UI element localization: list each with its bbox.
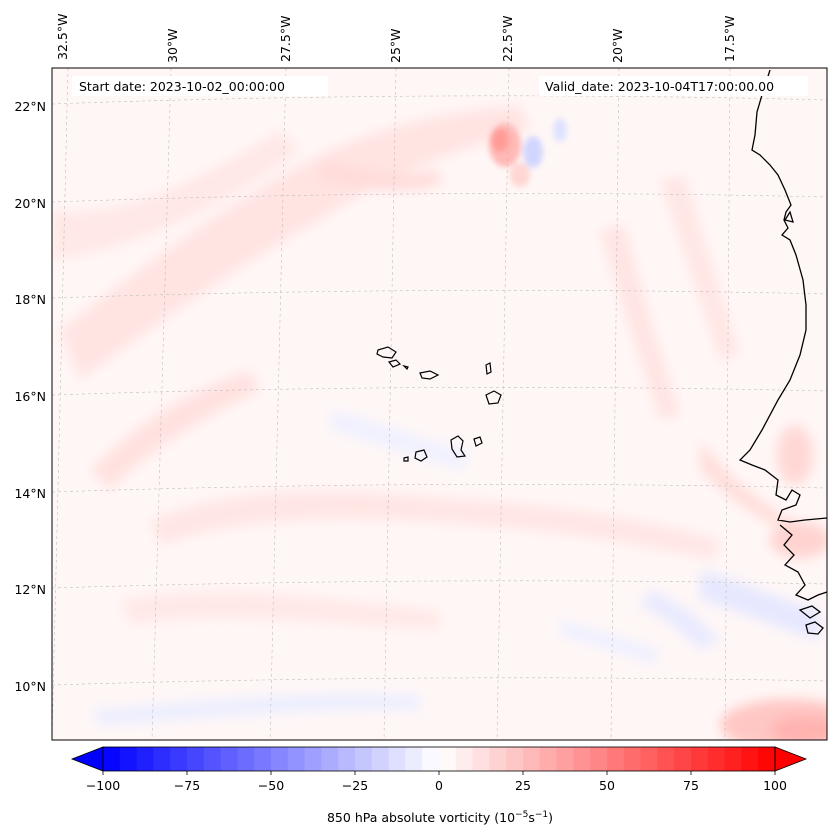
colorbar-segment: [623, 747, 642, 771]
lon-label-30w: 30°W: [165, 28, 180, 63]
colorbar-segment: [338, 747, 356, 771]
colorbar-segment: [119, 747, 138, 771]
colorbar-tick-label: 25: [515, 778, 531, 793]
colorbar-tick-label: 50: [599, 778, 615, 793]
colorbar-tick-label: 100: [763, 778, 787, 793]
west-africa-coastline: [738, 69, 828, 635]
longitude-labels: 32.5°W 30°W 27.5°W 25°W 22.5°W 20°W 17.5…: [55, 14, 737, 63]
colorbar-segment: [422, 747, 440, 771]
lat-label-14n: 14°N: [14, 486, 46, 501]
colorbar-segment: [220, 747, 238, 771]
colorbar-segments: [103, 747, 776, 771]
colorbar-segment: [607, 747, 625, 771]
colorbar-segment: [758, 747, 776, 771]
colorbar-segment: [203, 747, 222, 771]
graticule: [52, 68, 827, 740]
colorbar-segment: [556, 747, 574, 771]
colorbar-segment: [237, 747, 255, 771]
colorbar-segment: [254, 747, 272, 771]
lon-label-25w: 25°W: [388, 28, 403, 63]
colorbar-segment: [657, 747, 675, 771]
colorbar-segment: [523, 747, 541, 771]
lat-label-16n: 16°N: [14, 389, 46, 404]
colorbar-segment: [674, 747, 692, 771]
colorbar-min-extend: [70, 746, 104, 772]
colorbar-segment: [405, 747, 423, 771]
colorbar-segment: [691, 747, 709, 771]
start-date-label: Start date: 2023-10-02_00:00:00: [79, 79, 285, 94]
colorbar-segment: [371, 747, 390, 771]
start-date-box: [72, 76, 328, 96]
lat-label-18n: 18°N: [14, 292, 46, 307]
colorbar-tick-label: −100: [86, 778, 120, 793]
colorbar-segment: [455, 747, 474, 771]
colorbar-segment: [103, 747, 121, 771]
colorbar-tick-label: −50: [258, 778, 284, 793]
colorbar-tick-label: −75: [174, 778, 200, 793]
colorbar-max-extend: [774, 746, 808, 772]
lat-label-20n: 20°N: [14, 196, 46, 211]
colorbar-segment: [590, 747, 608, 771]
lat-label-22n: 22°N: [14, 99, 46, 114]
colorbar-tick-label: −25: [342, 778, 368, 793]
colorbar-segment: [321, 747, 339, 771]
colorbar-segment: [355, 747, 373, 771]
lon-label-32-5w: 32.5°W: [55, 14, 70, 60]
lon-label-22-5w: 22.5°W: [500, 16, 515, 62]
colorbar-ticks: −100 −75 −50 −25 0 25 50 75 100: [86, 771, 787, 793]
colorbar-segment: [472, 747, 490, 771]
colorbar-segment: [640, 747, 658, 771]
colorbar-segment: [153, 747, 171, 771]
colorbar-segment: [136, 747, 154, 771]
valid-date-label: Valid_date: 2023-10-04T17:00:00.00: [545, 79, 774, 94]
colorbar-segment: [724, 747, 742, 771]
latitude-labels: 22°N 20°N 18°N 16°N 14°N 12°N 10°N: [14, 99, 46, 694]
valid-date-box: [539, 76, 808, 96]
colorbar-segment: [741, 747, 759, 771]
colorbar-tick-label: 0: [435, 778, 443, 793]
colorbar-segment: [489, 747, 507, 771]
colorbar-title-main: 850 hPa absolute vorticity (10: [327, 810, 515, 825]
colorbar-segment: [573, 747, 591, 771]
colorbar-segment: [388, 747, 406, 771]
colorbar-title-end: ): [548, 810, 553, 825]
lon-label-17-5w: 17.5°W: [722, 16, 737, 62]
colorbar-title-mid: s: [528, 810, 535, 825]
lon-label-27-5w: 27.5°W: [278, 16, 293, 62]
colorbar-title: 850 hPa absolute vorticity (10−5s−1): [327, 810, 553, 825]
colorbar-segment: [539, 747, 558, 771]
colorbar-segment: [170, 747, 188, 771]
colorbar-segment: [187, 747, 205, 771]
colorbar-title-exp2: −1: [535, 810, 548, 820]
colorbar-segment: [271, 747, 289, 771]
cape-verde-islands: [376, 346, 502, 462]
map-frame: [51, 67, 828, 741]
colorbar-title-exp1: −5: [515, 810, 528, 820]
lat-label-12n: 12°N: [14, 582, 46, 597]
colorbar-segment: [439, 747, 457, 771]
lat-label-10n: 10°N: [14, 679, 46, 694]
vorticity-field: [52, 105, 827, 740]
lon-label-20w: 20°W: [610, 28, 625, 63]
colorbar-segment: [506, 747, 524, 771]
colorbar-tick-label: 75: [683, 778, 699, 793]
colorbar-segment: [707, 747, 726, 771]
colorbar-segment: [287, 747, 306, 771]
colorbar-segment: [304, 747, 322, 771]
colorbar: −100 −75 −50 −25 0 25 50 75 100 850 hPa absolute…: [70, 746, 808, 825]
